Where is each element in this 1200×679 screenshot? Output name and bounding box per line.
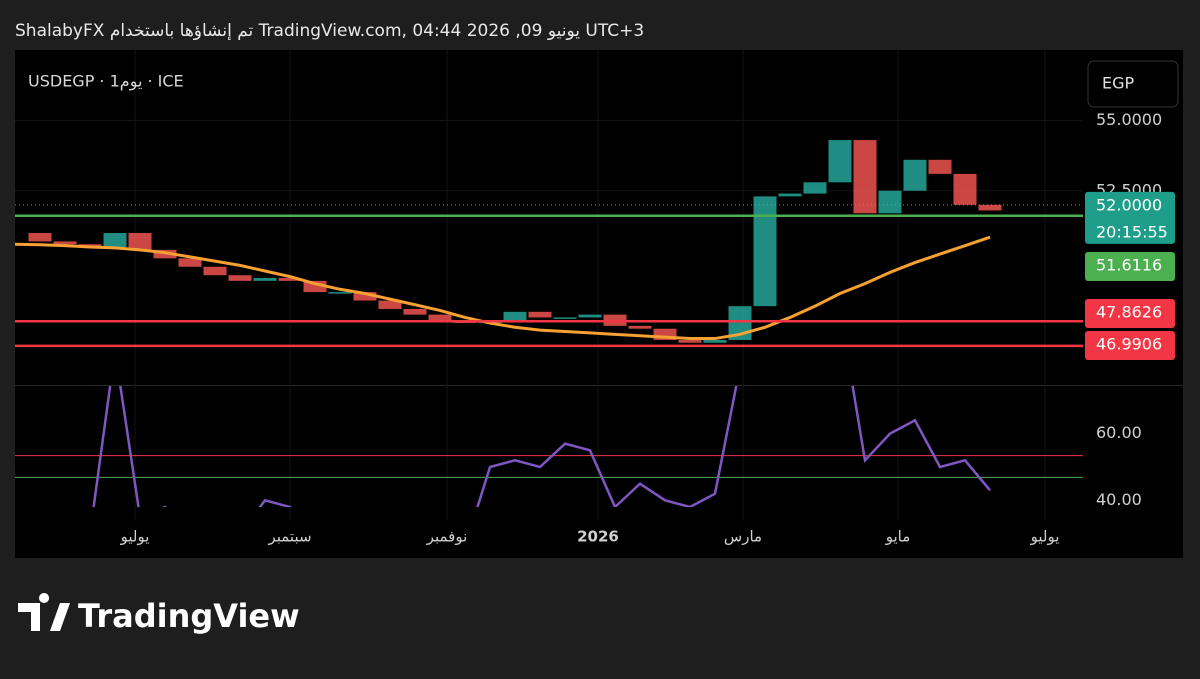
symbol: USDEGP · 1يوم · ICE bbox=[28, 72, 184, 92]
candle bbox=[953, 173, 977, 205]
price-tag bbox=[1085, 299, 1175, 328]
candle bbox=[128, 232, 152, 250]
candle bbox=[778, 193, 802, 197]
candle bbox=[578, 314, 602, 318]
price-tag bbox=[1085, 331, 1175, 360]
header: ShalabyFX تم إنشاؤها باستخدام TradingVie… bbox=[15, 21, 644, 41]
candle bbox=[528, 311, 552, 318]
x-tick-label: سبتمبر bbox=[267, 528, 311, 546]
candle bbox=[53, 241, 77, 245]
candle bbox=[378, 300, 402, 309]
x-tick-label: يوليو bbox=[1030, 528, 1060, 546]
price-tag-label: 46.9906 bbox=[1096, 335, 1162, 354]
logo-icon bbox=[18, 593, 70, 631]
candle bbox=[353, 292, 377, 301]
candle bbox=[503, 311, 527, 321]
candle bbox=[28, 232, 52, 242]
rsi-tick-label: 40.00 bbox=[1096, 490, 1142, 509]
x-tick-label: 2026 bbox=[577, 528, 619, 546]
price-tag-label: 20:15:55 bbox=[1096, 222, 1168, 241]
logo-text: TradingView bbox=[78, 597, 300, 635]
candle bbox=[553, 317, 577, 319]
price-pane bbox=[15, 140, 1083, 348]
candle bbox=[678, 339, 702, 343]
x-tick-label: نوفمبر bbox=[426, 528, 468, 546]
candle bbox=[278, 278, 302, 281]
x-tick-label: مايو bbox=[885, 528, 911, 546]
candle bbox=[828, 140, 852, 183]
candle bbox=[303, 280, 327, 293]
moving-average bbox=[15, 235, 991, 341]
candle bbox=[903, 159, 927, 191]
candle bbox=[853, 140, 877, 214]
candle bbox=[978, 204, 1002, 211]
candle bbox=[628, 325, 652, 329]
price-tag-label: 47.8626 bbox=[1096, 303, 1162, 322]
candle bbox=[178, 258, 202, 267]
candle bbox=[253, 278, 277, 281]
y-tick-label: 55.0000 bbox=[1096, 110, 1162, 129]
price-tag bbox=[1085, 252, 1175, 281]
x-tick-label: يوليو bbox=[120, 528, 150, 546]
candle bbox=[328, 292, 352, 294]
rsi-line bbox=[92, 386, 991, 507]
chart-area bbox=[15, 50, 1183, 558]
x-tick-label: مارس bbox=[724, 528, 762, 546]
price-tag bbox=[1085, 191, 1175, 244]
candle bbox=[653, 328, 677, 340]
price-tag-label: 52.0000 bbox=[1096, 195, 1162, 214]
axes: يوليو سبتمبر نوفمبر 2026 مارس مايو يوليو 55.000… bbox=[120, 110, 1175, 546]
rsi-tick-label: 60.00 bbox=[1096, 423, 1142, 442]
rsi-pane bbox=[15, 386, 1083, 507]
candle bbox=[428, 314, 452, 321]
candle bbox=[203, 266, 227, 276]
candle bbox=[228, 275, 252, 281]
candle bbox=[878, 190, 902, 214]
candle bbox=[803, 182, 827, 194]
candle bbox=[403, 308, 427, 315]
currency-box[interactable] bbox=[1087, 60, 1179, 108]
candle bbox=[928, 159, 952, 174]
price-tag-label: 51.6116 bbox=[1096, 256, 1162, 275]
candle bbox=[753, 196, 777, 307]
candle bbox=[103, 232, 127, 248]
candle bbox=[703, 339, 727, 343]
logo: TradingView bbox=[18, 593, 300, 635]
currency[interactable]: EGP bbox=[1102, 74, 1135, 93]
